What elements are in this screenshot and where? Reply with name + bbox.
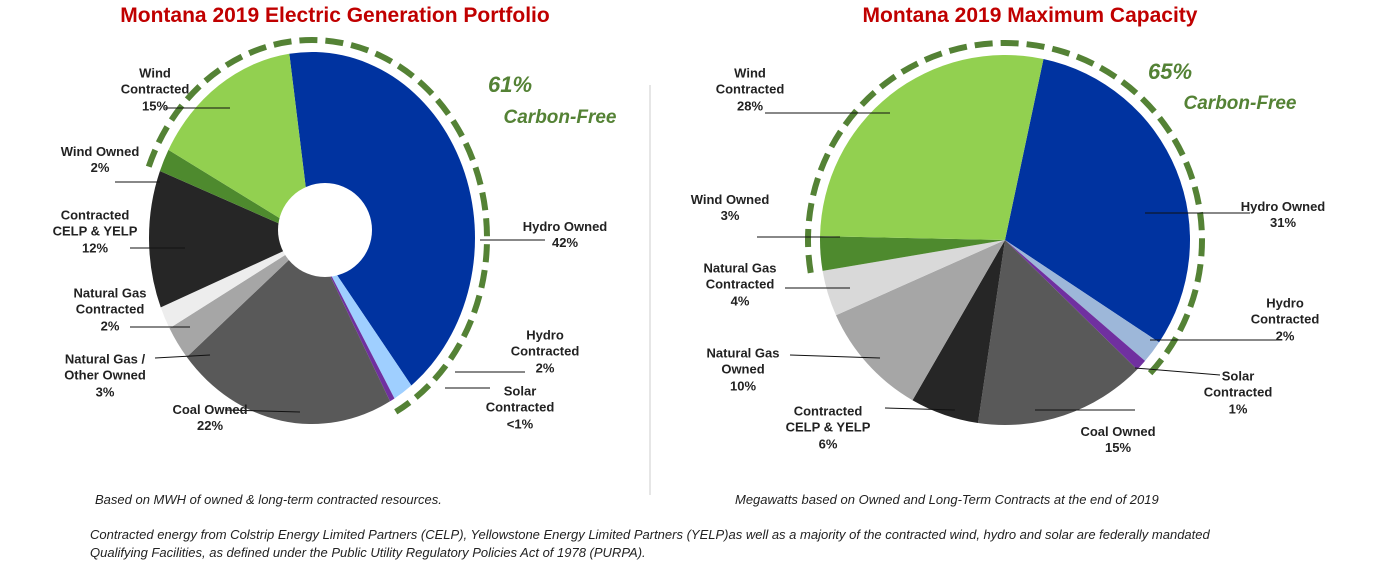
chart-note: Megawatts based on Owned and Long-Term C… [735, 492, 1159, 507]
leader-line [1134, 367, 1221, 376]
slice-label: Hydro Owned 31% [1235, 199, 1331, 232]
category-name: Hydro Owned [522, 218, 608, 234]
slice-label: Wind Owned 3% [682, 192, 778, 225]
category-name: Hydro Contracted [1250, 295, 1320, 327]
value-label: 28% [736, 98, 764, 114]
category-name: Contracted CELP & YELP [785, 403, 871, 435]
value-label: 2% [1275, 328, 1295, 344]
pie-slice [820, 236, 1005, 271]
leader-line [789, 354, 881, 359]
chart-title: Montana 2019 Electric Generation Portfol… [120, 4, 550, 27]
leader-line [884, 407, 956, 411]
category-name: Coal Owned [172, 401, 248, 417]
value-label: 42% [551, 235, 579, 250]
value-label: 22% [196, 418, 224, 433]
category-name: Hydro Owned [1240, 198, 1326, 214]
pie-slice [820, 55, 1044, 240]
slice-label: Wind Contracted 28% [702, 66, 798, 115]
slice-label: Wind Contracted 15% [107, 66, 203, 115]
slice-label: Natural Gas Owned 10% [695, 346, 791, 395]
annotation: Carbon-Free [503, 107, 617, 128]
footnote: Contracted energy from Colstrip Energy L… [90, 527, 1210, 560]
category-name: Natural Gas Owned [706, 345, 780, 377]
pie-slice [912, 240, 1005, 424]
value-label: 2% [535, 360, 555, 376]
slice-label: Coal Owned 22% [162, 402, 258, 435]
slice-label: Wind Owned 2% [52, 144, 148, 177]
donut-hole [278, 183, 372, 277]
carbon-free-arc [145, 37, 490, 415]
category-name: Natural Gas Contracted [73, 285, 147, 317]
category-name: Natural Gas Contracted [703, 260, 777, 292]
annotation: 61% [487, 72, 533, 97]
pie-slice [977, 240, 1138, 425]
pie-slice [149, 171, 312, 308]
category-name: Wind Owned [690, 191, 770, 207]
pie-slice [186, 238, 391, 424]
leader-line [224, 409, 301, 413]
category-name: Coal Owned [1080, 423, 1156, 439]
slice-label: Hydro Owned 42% [517, 219, 613, 252]
pie-slice [289, 52, 475, 386]
carbon-free-arc [805, 40, 1205, 380]
value-label: 2% [90, 160, 110, 175]
value-label: 31% [1269, 215, 1297, 230]
slice-label: Solar Contracted 1% [1190, 369, 1286, 418]
annotation: 65% [1147, 59, 1193, 84]
value-label: 6% [818, 436, 838, 452]
leader-line [154, 354, 211, 359]
pie-slice [1005, 59, 1191, 343]
slice-label: Natural Gas Contracted 4% [692, 261, 788, 310]
pie-slice [835, 240, 1005, 401]
slice-label: Natural Gas / Other Owned 3% [57, 352, 153, 401]
slice-label: Hydro Contracted 2% [497, 328, 593, 377]
value-label: <1% [506, 416, 534, 432]
value-label: 2% [100, 318, 120, 334]
category-name: Solar Contracted [1203, 368, 1273, 400]
value-label: 3% [720, 208, 740, 223]
pie-slice [1005, 240, 1160, 361]
annotation: Carbon-Free [1183, 93, 1297, 114]
pie-slice [160, 238, 312, 329]
category-name: Wind Owned [60, 143, 140, 159]
category-name: Contracted CELP & YELP [52, 207, 138, 239]
value-label: 1% [1228, 401, 1248, 417]
category-name: Wind Contracted [120, 65, 190, 97]
slice-label: Contracted CELP & YELP 12% [47, 208, 143, 257]
value-label: 12% [81, 240, 109, 256]
pie-slice [822, 240, 1005, 316]
category-name: Wind Contracted [715, 65, 785, 97]
value-label: 15% [141, 98, 169, 114]
pie-slice [159, 149, 312, 238]
category-name: Natural Gas / Other Owned [64, 351, 146, 383]
value-label: 4% [730, 293, 750, 309]
pie-slice [312, 238, 412, 399]
chart-title: Montana 2019 Maximum Capacity [862, 4, 1198, 27]
category-name: Hydro Contracted [510, 327, 580, 359]
pie-slice [168, 53, 312, 239]
pie-slice [312, 238, 395, 402]
pie-slice [169, 238, 312, 358]
value-label: 10% [729, 378, 757, 394]
slice-label: Solar Contracted <1% [472, 384, 568, 433]
pie-slice [1005, 240, 1146, 370]
slice-label: Coal Owned 15% [1070, 424, 1166, 457]
slice-label: Contracted CELP & YELP 6% [780, 404, 876, 453]
slice-label: Natural Gas Contracted 2% [62, 286, 158, 335]
chart-note: Based on MWH of owned & long-term contra… [95, 492, 442, 507]
value-label: 3% [95, 384, 115, 400]
value-label: 15% [1104, 440, 1132, 455]
slice-label: Hydro Contracted 2% [1237, 296, 1333, 345]
category-name: Solar Contracted [485, 383, 555, 415]
